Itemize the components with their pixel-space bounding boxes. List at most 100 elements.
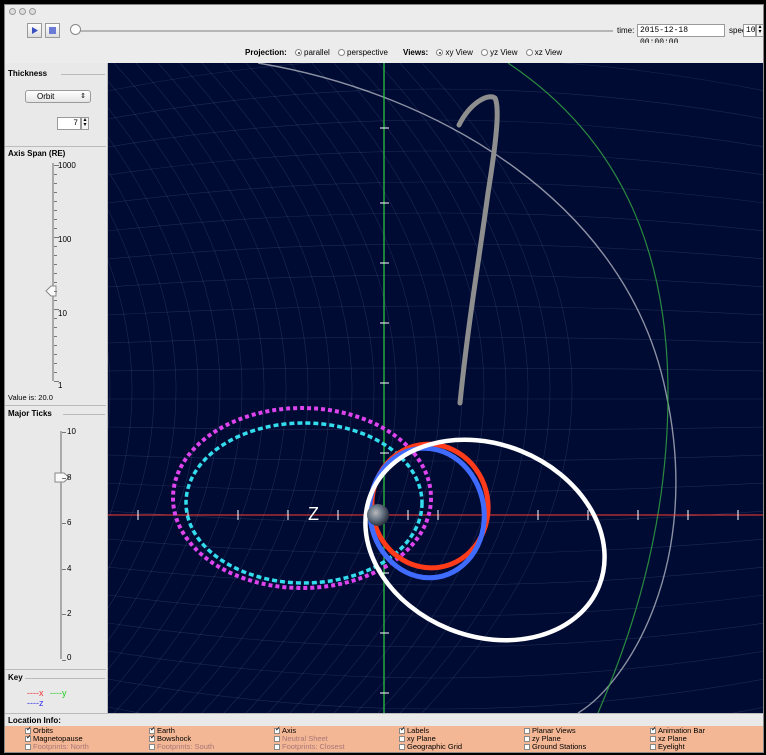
footprints-closest-option[interactable]: Footprints: Closest [274,743,345,750]
footprints-north-checkbox[interactable] [25,744,31,751]
views-group: Views: xy View yz View xz View [403,48,562,57]
eyelight-checkbox[interactable] [650,744,656,751]
major-tick-10: 10 [67,427,76,436]
xy-view-radio[interactable] [436,49,444,57]
planar-views-checkbox[interactable] [524,728,530,735]
key-z-label: z [39,698,44,708]
speed-stepper[interactable]: ▴ ▾ [756,24,763,37]
thickness-target-dropdown[interactable]: Orbit ⇕ [25,90,91,103]
play-button[interactable] [27,23,42,38]
grey-trajectory [456,94,500,406]
bowshock-surface-edge [507,63,669,713]
time-slider-knob[interactable] [70,24,81,35]
yz-view-label: yz View [490,48,518,57]
magnetosphere-mesh [108,63,763,713]
footprints-closest-checkbox[interactable] [274,744,280,751]
magnetopause-option[interactable]: Magnetopause [25,734,83,743]
stop-button[interactable] [45,23,60,38]
geographic-grid-option[interactable]: Geographic Grid [399,743,462,750]
xz-plane-option[interactable]: xz Plane [650,735,687,742]
footprints-south-option[interactable]: Footprints: South [149,743,214,750]
key-title: Key [8,673,23,682]
main-window: time: 2015-12-18 00:00:00 speed: 10 ▴▾ P… [4,4,764,753]
location-info-label: Location Info: [8,716,61,725]
yz-view-radio[interactable] [481,49,489,57]
thickness-target-value: Orbit [37,92,55,101]
close-window-button[interactable] [9,8,16,15]
xz-view-label: xz View [534,48,563,57]
major-ticks-title: Major Ticks [8,409,52,418]
zoom-window-button[interactable] [29,8,36,15]
thickness-title: Thickness [8,69,48,78]
key-y-label: y [62,688,67,698]
views-bar: Projection: parallel perspective Views: … [5,43,763,63]
axis-span-slider-track[interactable] [52,163,54,381]
major-ticks-slider-track[interactable] [60,431,62,659]
projection-parallel-label: parallel [304,48,330,57]
z-axis-label: Z [308,504,319,524]
stop-icon [49,27,56,34]
xy-plane-option[interactable]: xy Plane [399,735,436,742]
zy-plane-option[interactable]: zy Plane [524,735,561,742]
time-input[interactable]: 2015-12-18 00:00:00 [637,24,725,47]
time-slider-track[interactable] [75,30,613,32]
axis-span-value-text: Value is: 20.0 [8,393,53,402]
orbits-option[interactable]: Orbits [25,726,53,734]
earth-option[interactable]: Earth [149,726,175,734]
magnetopause-surface-edge [257,63,677,713]
major-tick-4: 4 [67,564,72,573]
bowshock-checkbox[interactable] [149,734,156,743]
magnetopause-checkbox[interactable] [25,734,32,743]
projection-perspective-label: perspective [347,48,388,57]
ground-stations-option[interactable]: Ground Stations [524,743,586,750]
axis-checkbox[interactable] [274,726,281,735]
projection-parallel-radio[interactable] [295,49,303,57]
footprints-north-option[interactable]: Footprints: North [25,743,89,750]
planar-views-option[interactable]: Planar Views [524,727,576,734]
play-icon [32,27,38,34]
key-legend: ----x ----y ----z [27,688,67,708]
projection-label: Projection: [245,48,287,57]
earth-icon [367,504,389,526]
geographic-grid-checkbox[interactable] [399,744,405,751]
xz-plane-checkbox[interactable] [650,736,656,743]
labels-checkbox[interactable] [399,726,406,735]
animation-toolbar: time: 2015-12-18 00:00:00 speed: 10 ▴▾ [5,19,763,47]
zy-plane-checkbox[interactable] [524,736,530,743]
thickness-stepper[interactable]: ▴ ▾ [81,117,89,130]
magnetopause-dashed [171,406,433,590]
major-tick-8: 8 [67,473,72,482]
projection-group: Projection: parallel perspective [245,48,388,57]
bowshock-dashed [184,421,424,585]
ground-stations-checkbox[interactable] [524,744,530,751]
speed-input[interactable]: 10 [743,24,756,37]
axis-span-tick-10: 10 [58,309,67,318]
major-tick-2: 2 [67,609,72,618]
xz-view-radio[interactable] [525,49,533,57]
orbit-viewport[interactable]: Z [108,63,764,713]
xy-plane-checkbox[interactable] [399,736,405,743]
views-label: Views: [403,48,429,57]
axis-span-tick-1000: 1000 [58,161,76,170]
animation-bar-option[interactable]: Animation Bar [650,726,705,735]
major-tick-6: 6 [67,518,72,527]
dropdown-arrows-icon: ⇕ [80,93,86,100]
location-info-panel: Location Info: Orbits Magnetopause Footp… [5,713,763,752]
axis-option[interactable]: Axis [274,726,296,735]
neutral-sheet-option[interactable]: Neutral Sheet [274,735,328,742]
labels-option[interactable]: Labels [399,726,429,735]
eyelight-option[interactable]: Eyelight [650,743,685,750]
bowshock-option[interactable]: Bowshock [149,734,191,743]
footprints-south-checkbox[interactable] [149,744,155,751]
control-sidebar: Thickness Orbit ⇕ 7 ▴ ▾ Axis Span (RE) 10… [5,63,108,713]
speed-label: speed: [729,26,754,35]
neutral-sheet-checkbox[interactable] [274,736,280,743]
minimize-window-button[interactable] [19,8,26,15]
xy-view-label: xy View [445,48,473,57]
thickness-input[interactable]: 7 [57,117,81,130]
projection-perspective-radio[interactable] [338,49,346,57]
animation-bar-checkbox[interactable] [650,726,657,735]
orbit-canvas[interactable]: Z [108,63,764,713]
time-label: time: [617,26,635,35]
major-tick-0: 0 [67,653,72,662]
